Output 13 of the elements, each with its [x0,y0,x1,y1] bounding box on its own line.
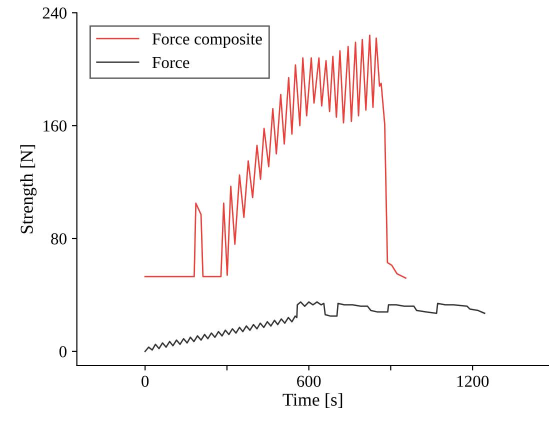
x-tick-label: 0 [142,376,149,387]
x-tick-label: 1200 [457,376,489,387]
y-axis-title: Strength [N] [20,145,37,234]
legend-label: Force composite [152,33,262,48]
y-tick-label: 0 [59,346,66,358]
y-tick-label: 80 [51,233,66,244]
y-tick-label: 160 [44,120,66,132]
x-axis-title: Time [s] [282,393,342,408]
x-tick-label: 600 [297,376,321,387]
line-series [144,301,486,352]
y-tick-label: 240 [42,7,66,19]
line-series [144,34,406,279]
legend-label: Force [152,57,190,68]
